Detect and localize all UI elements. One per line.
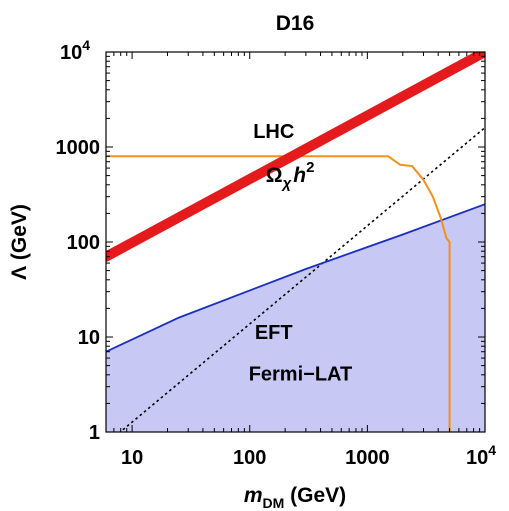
x-axis-label-unit: (GeV) <box>284 484 346 507</box>
relic-density-line <box>106 52 485 262</box>
x-axis-label-sub: DM <box>263 495 285 511</box>
y-tick-label: 1000 <box>56 137 101 159</box>
fermi-lat-region <box>106 204 485 432</box>
chart-title: D16 <box>276 12 315 35</box>
y-tick-label: 104 <box>60 37 90 64</box>
y-tick-label: 1 <box>89 422 100 444</box>
x-tick-label: 104 <box>466 442 496 469</box>
lhc-line <box>106 155 451 432</box>
annotation-eft: EFT <box>255 322 293 344</box>
annotation-lhc: LHC <box>253 121 294 143</box>
x-tick-label: 1000 <box>345 447 390 469</box>
y-axis-label: Λ (GeV) <box>8 204 31 280</box>
x-axis-label-main: m <box>244 484 263 507</box>
y-tick-label: 100 <box>67 232 100 254</box>
annotation-fermi-lat: Fermi−LAT <box>249 363 353 385</box>
x-tick-label: 10 <box>121 447 143 469</box>
x-axis-label: mDM (GeV) <box>244 484 346 511</box>
x-tick-label: 100 <box>233 447 266 469</box>
y-tick-label: 10 <box>78 327 100 349</box>
eft-line <box>106 203 485 353</box>
omega-h2-label: Ωχh2 <box>266 159 315 192</box>
